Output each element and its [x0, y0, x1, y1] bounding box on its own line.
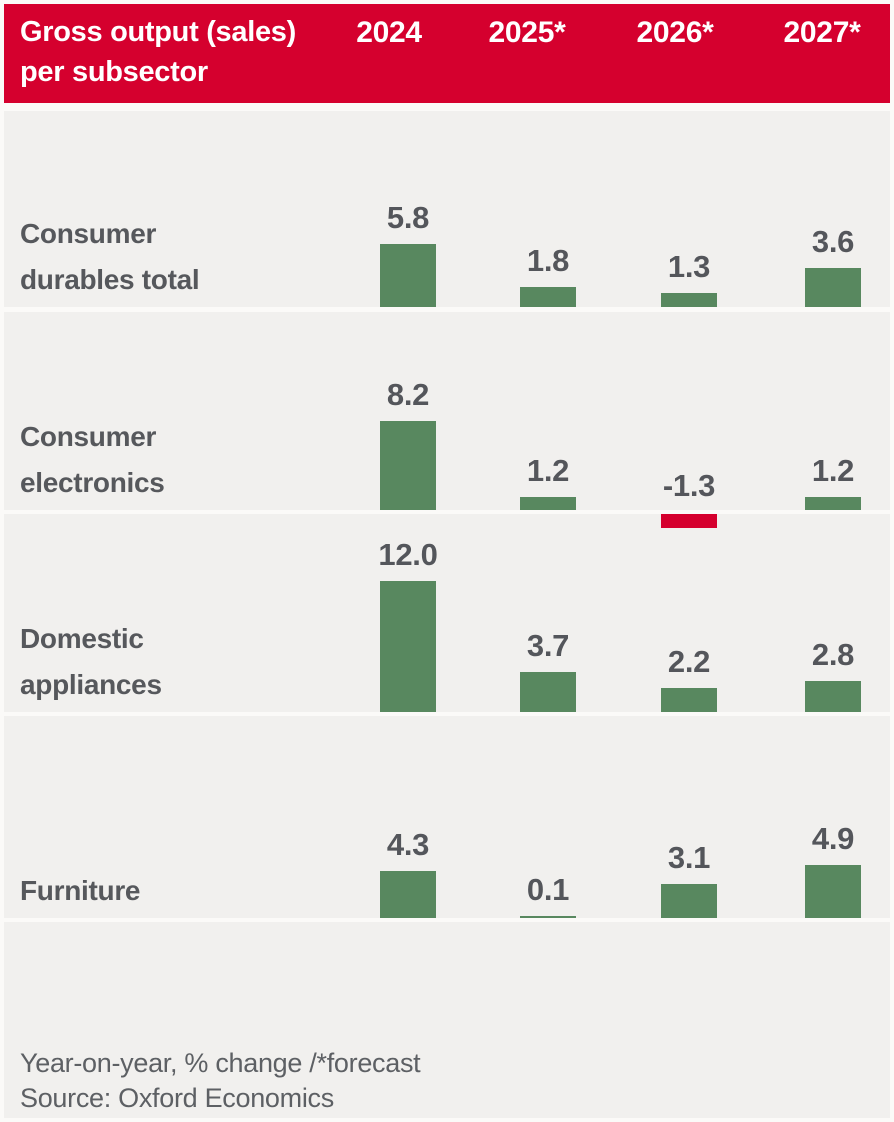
- bar-cell: 12.0: [378, 514, 438, 712]
- bar: [805, 268, 861, 307]
- bar-value-label: 2.2: [667, 644, 711, 679]
- bar-negative: [661, 514, 717, 528]
- column-header-2025: 2025*: [488, 16, 566, 49]
- row-label: Consumer electronics: [20, 414, 165, 506]
- bar-cell: 3.1: [661, 716, 717, 918]
- bar-value-label: 1.8: [526, 243, 570, 278]
- bar: [380, 581, 436, 712]
- bar: [380, 421, 436, 510]
- row-label-line2: durables total: [20, 264, 200, 295]
- footer-block: Year-on-year, % change /*forecast Source…: [4, 922, 890, 1118]
- row-label-line1: Consumer: [20, 218, 157, 249]
- row-label: Domestic appliances: [20, 616, 162, 708]
- header-band: Gross output (sales) per subsector 2024 …: [4, 4, 890, 103]
- bar: [661, 688, 717, 712]
- bar-value-label: 0.1: [526, 872, 570, 907]
- bar-value-label: 1.2: [526, 453, 570, 488]
- row-label-line2: electronics: [20, 467, 165, 498]
- bar-cell: 1.8: [520, 111, 576, 307]
- bar-value-label: 1.3: [667, 249, 711, 284]
- bar-cell: 3.7: [520, 514, 576, 712]
- footnote-units: Year-on-year, % change /*forecast: [20, 1048, 421, 1078]
- bar-value-label: 3.6: [811, 224, 855, 259]
- bar-value-label: 3.7: [526, 628, 570, 663]
- bar-cell: 8.2: [380, 312, 436, 510]
- bar: [805, 497, 861, 510]
- footnote-source: Source: Oxford Economics: [20, 1083, 334, 1113]
- bar-value-label: 4.3: [386, 827, 430, 862]
- row-consumer-electronics: Consumer electronics 8.2 1.2 -1.3 1.2: [4, 312, 890, 528]
- bar: [520, 287, 576, 307]
- row-label: Furniture: [20, 868, 140, 914]
- bar-value-label: 1.2: [811, 453, 855, 488]
- row-domestic-appliances: Domestic appliances 12.0 3.7 2.2 2.8: [4, 514, 890, 712]
- chart-title: Gross output (sales) per subsector: [20, 12, 296, 92]
- column-header-2024: 2024: [356, 16, 422, 49]
- row-label-line1: Domestic: [20, 623, 144, 654]
- bar: [805, 681, 861, 712]
- bar-cell: 2.8: [805, 514, 861, 712]
- chart-title-line2: per subsector: [20, 56, 208, 88]
- bar: [520, 916, 576, 918]
- chart-title-line1: Gross output (sales): [20, 16, 296, 48]
- row-consumer-durables-total: Consumer durables total 5.8 1.8 1.3 3.6: [4, 111, 890, 307]
- bar-value-label: 2.8: [811, 637, 855, 672]
- row-label-line2: appliances: [20, 669, 162, 700]
- bar-cell: 4.3: [380, 716, 436, 918]
- bar: [380, 244, 436, 307]
- bar-value-label: 4.9: [811, 821, 855, 856]
- bar: [520, 672, 576, 712]
- column-header-2027: 2027*: [783, 16, 861, 49]
- footnotes: Year-on-year, % change /*forecast Source…: [20, 1046, 421, 1116]
- bar-value-label: 3.1: [667, 840, 711, 875]
- row-label-line1: Consumer: [20, 421, 157, 452]
- bar-cell: 1.2: [805, 312, 861, 510]
- bar: [380, 871, 436, 918]
- bar-cell: 5.8: [380, 111, 436, 307]
- bar-cell: 0.1: [520, 716, 576, 918]
- bar-value-label: 12.0: [378, 537, 438, 572]
- row-furniture: Furniture 4.3 0.1 3.1 4.9: [4, 716, 890, 918]
- bar-value-label: 8.2: [386, 377, 430, 412]
- bar: [520, 497, 576, 510]
- bar-cell: -1.3: [661, 312, 717, 528]
- bar-value-label: 5.8: [386, 200, 430, 235]
- bar: [661, 293, 717, 307]
- row-label-line1: Furniture: [20, 875, 141, 906]
- bar-cell: 2.2: [661, 514, 717, 712]
- bar-value-label-negative: -1.3: [662, 468, 716, 503]
- bar: [805, 865, 861, 918]
- row-label: Consumer durables total: [20, 211, 200, 303]
- column-header-2026: 2026*: [636, 16, 714, 49]
- bar: [661, 884, 717, 918]
- bar-cell: 4.9: [805, 716, 861, 918]
- bar-cell: 3.6: [805, 111, 861, 307]
- bar-cell: 1.3: [661, 111, 717, 307]
- bar-cell: 1.2: [520, 312, 576, 510]
